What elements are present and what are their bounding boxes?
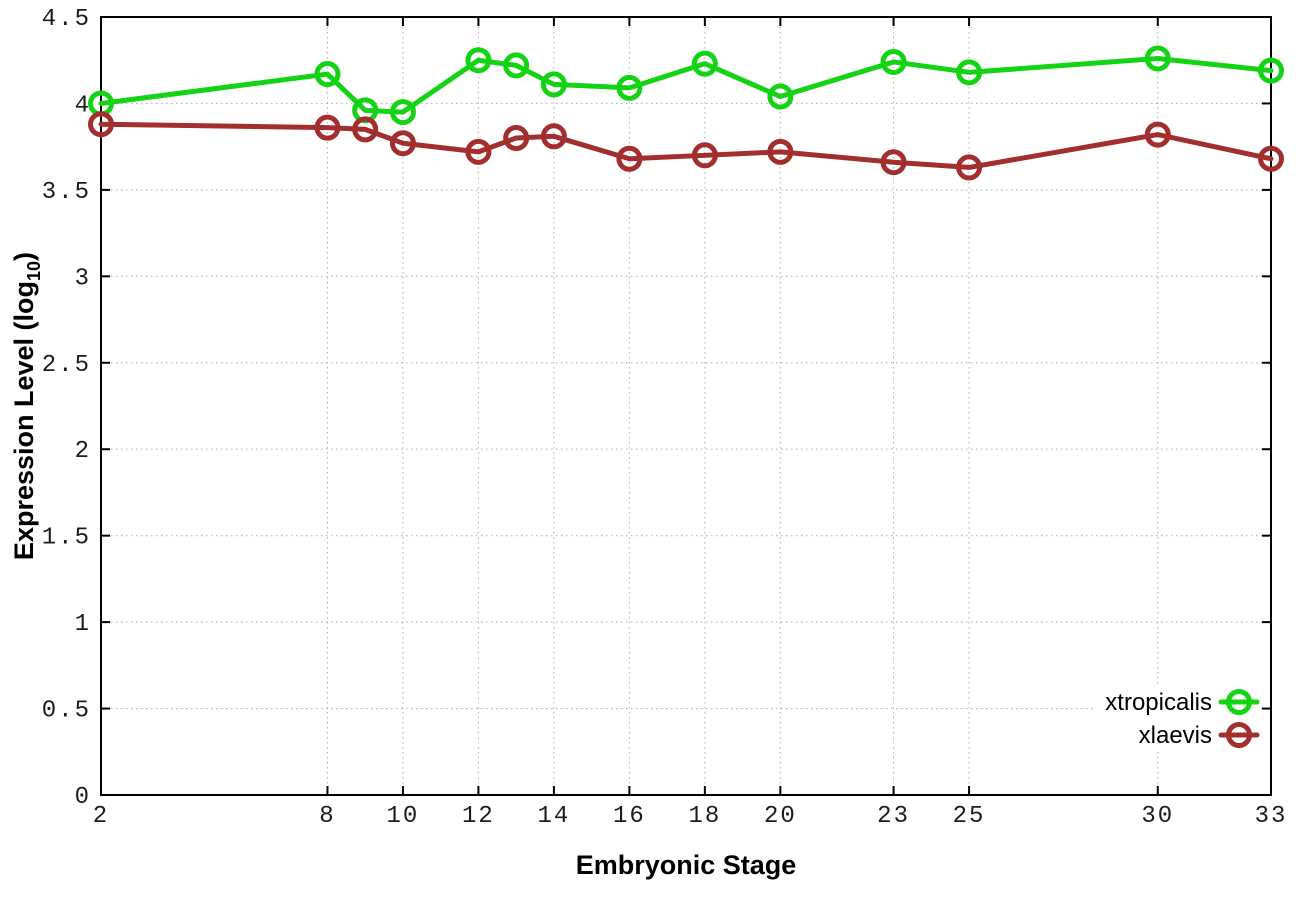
data-point-xlaevis: [1144, 121, 1171, 148]
plot-border-rect: [100, 16, 1272, 796]
y-tick-label: 3.5: [42, 179, 91, 206]
y-tick-label: 3: [75, 265, 91, 292]
y-axis-title: Expression Level (log10): [9, 252, 44, 560]
x-tick-label: 16: [613, 803, 646, 830]
y-tick-label: 4.5: [42, 6, 91, 33]
x-tick-label: 30: [1141, 803, 1174, 830]
x-tick-label: 18: [688, 803, 721, 830]
data-point-xtropicalis: [880, 48, 907, 75]
x-tick-label: 23: [877, 803, 910, 830]
y-tick-label: 0.5: [42, 698, 91, 725]
x-tick-label: 2: [93, 803, 109, 830]
data-point-xtropicalis: [616, 74, 643, 101]
axis-labels: 2 8 10 12 14 16 18 20 23 25 30 33 0 0.5 1 1.5 2 2.5 3 3.5 4 4…: [9, 6, 1288, 880]
y-tick-label: 2: [75, 438, 91, 465]
data-point-xlaevis: [767, 138, 794, 165]
data-point-xtropicalis: [503, 52, 530, 79]
legend-sample-marker-xlaevis: [1226, 722, 1252, 748]
legend: xtropicalis xlaevis: [1093, 684, 1260, 750]
x-tick-label: 8: [319, 803, 335, 830]
data-point-xtropicalis: [389, 99, 416, 126]
data-point-xlaevis: [314, 114, 341, 141]
data-point-xlaevis: [616, 145, 643, 172]
legend-label-xlaevis: xlaevis: [1139, 722, 1212, 749]
x-tick-label: 20: [764, 803, 797, 830]
data-point-xlaevis: [956, 154, 983, 181]
data-point-xlaevis: [1258, 145, 1284, 172]
y-tick-label: 1: [75, 611, 91, 638]
data-series: [88, 45, 1284, 181]
legend-label-xtropicalis: xtropicalis: [1105, 689, 1212, 716]
data-point-xtropicalis: [540, 71, 567, 98]
data-point-xlaevis: [880, 149, 907, 176]
data-point-xlaevis: [352, 116, 379, 143]
data-point-xtropicalis: [465, 47, 492, 74]
data-point-xtropicalis: [314, 61, 341, 88]
data-point-xtropicalis: [1258, 57, 1284, 84]
y-tick-label: 0: [75, 784, 91, 811]
plot-border: [100, 16, 1272, 796]
y-tick-label: 4: [75, 92, 91, 119]
data-point-xtropicalis: [691, 50, 718, 77]
x-tick-label: 12: [462, 803, 495, 830]
data-point-xtropicalis: [1144, 45, 1171, 72]
legend-sample-marker-xtropicalis: [1226, 689, 1252, 715]
data-point-xlaevis: [88, 111, 114, 138]
x-tick-label: 25: [953, 803, 986, 830]
x-tick-label: 10: [387, 803, 420, 830]
data-point-xlaevis: [691, 142, 718, 169]
data-point-xlaevis: [503, 125, 530, 152]
y-tick-label: 1.5: [42, 525, 91, 552]
data-point-xtropicalis: [956, 59, 983, 86]
x-axis-title: Embryonic Stage: [576, 850, 797, 880]
x-tick-label: 14: [537, 803, 570, 830]
x-tick-label: 33: [1255, 803, 1288, 830]
data-point-xtropicalis: [767, 83, 794, 110]
data-point-xlaevis: [465, 138, 492, 165]
y-tick-label: 2.5: [42, 352, 91, 379]
data-point-xlaevis: [540, 123, 567, 150]
data-point-xlaevis: [389, 130, 416, 157]
axis-ticks: [100, 16, 1272, 796]
